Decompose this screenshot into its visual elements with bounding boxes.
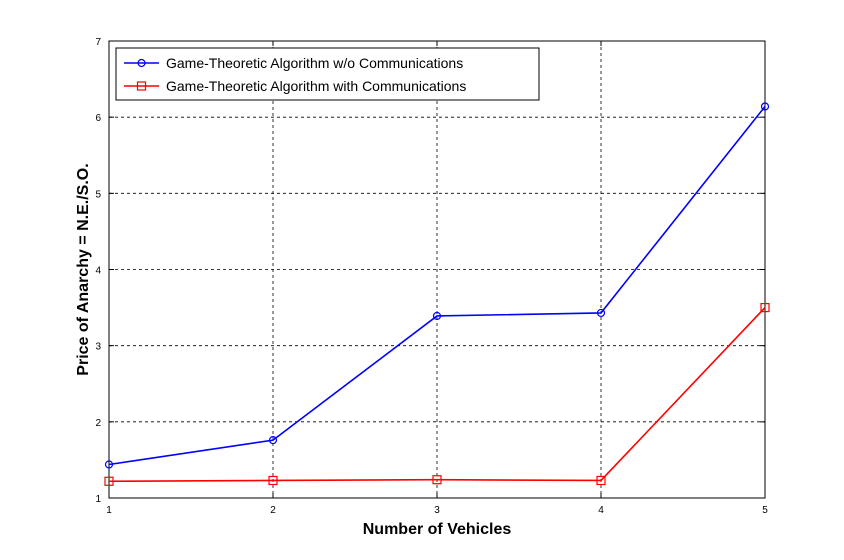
x-tick-label: 4 xyxy=(598,505,604,516)
series-line xyxy=(108,307,766,483)
legend-label: Game-Theoretic Algorithm w/o Communicati… xyxy=(166,55,463,71)
data-point xyxy=(268,436,278,445)
series-layer xyxy=(104,102,770,486)
x-tick-label: 2 xyxy=(270,505,276,516)
y-tick-label: 4 xyxy=(95,266,101,277)
legend-marker xyxy=(136,81,147,91)
data-point xyxy=(268,475,278,486)
data-point xyxy=(104,460,114,469)
data-point xyxy=(760,102,770,111)
legend-box xyxy=(115,47,540,101)
series-1 xyxy=(104,102,770,469)
series-2 xyxy=(104,302,770,486)
y-tick-label: 7 xyxy=(95,37,101,48)
axes: 1 2 3 4 5 1 2 3 4 5 6 7 xyxy=(95,37,768,516)
data-point xyxy=(596,308,606,318)
y-tick-label: 6 xyxy=(95,113,101,124)
y-axis-label: Price of Anarchy = N.E./S.O. xyxy=(75,163,92,375)
data-point xyxy=(432,311,442,321)
legend-marker xyxy=(137,58,146,68)
data-point xyxy=(104,476,114,486)
x-tick-label: 5 xyxy=(762,505,768,516)
legend-label: Game-Theoretic Algorithm with Communicat… xyxy=(166,78,466,94)
data-point xyxy=(760,302,770,313)
data-point xyxy=(596,475,606,486)
y-tick-label: 1 xyxy=(95,494,101,505)
legend: Game-Theoretic Algorithm w/o Communicati… xyxy=(115,47,540,101)
x-tick-label: 1 xyxy=(106,505,112,516)
plot-frame xyxy=(108,40,766,499)
x-tick-label: 3 xyxy=(434,505,440,516)
data-point xyxy=(432,475,442,485)
x-axis-label: Number of Vehicles xyxy=(363,521,512,538)
y-tick-label: 2 xyxy=(95,418,101,429)
series-line xyxy=(108,106,766,466)
y-tick-label: 3 xyxy=(95,342,101,353)
y-tick-label: 5 xyxy=(95,189,101,200)
